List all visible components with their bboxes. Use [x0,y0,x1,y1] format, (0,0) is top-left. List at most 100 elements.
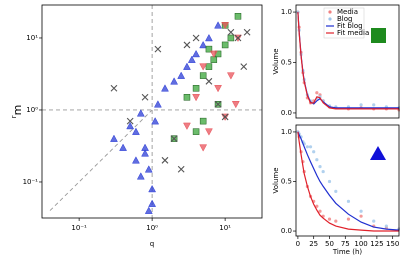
y-tick-label: 10¹ [26,34,38,42]
y-tick-label: 0.5 [281,59,292,67]
green-square-icon [371,28,386,43]
x-tick-label: 100 [354,240,367,248]
triangle-point [177,71,186,79]
y-axis-label: Volume [272,167,280,193]
fit-line [297,131,400,231]
x-point [234,34,242,42]
x-tick-label: 50 [325,240,334,248]
x-tick-label: 125 [370,240,383,248]
plot-area [296,130,400,232]
data-point [315,158,319,162]
axes-frame [41,4,263,219]
x-point [141,93,149,101]
down-triangle-point [221,22,230,30]
x-tick-label: 10¹ [219,224,231,232]
data-point [315,204,319,208]
square-point [192,128,200,135]
triangle-point [141,143,149,151]
data-point [334,189,338,194]
triangle-point [199,40,208,49]
y-tick-label: 10⁻¹ [23,178,39,186]
legend-label: Media [337,8,358,16]
x-point [126,117,134,125]
data-point [346,199,351,203]
data-point [359,214,363,218]
y-tick-label: 1.0 [281,128,292,136]
square-point [221,41,229,49]
data-point [305,145,309,149]
plot-area [296,10,400,112]
triangle-point [148,184,157,193]
triangle-point [187,55,196,63]
x-point [227,28,235,36]
x-point [243,28,251,36]
triangle-point [126,121,135,130]
x-point [214,100,222,108]
axes-frame [295,124,400,237]
square-point [234,13,242,20]
x-tick-label: 10⁻¹ [71,224,87,232]
triangle-point [205,33,213,42]
legend-label: Blog [337,15,352,23]
x-point [110,84,118,92]
x-point [221,113,229,121]
square-point [205,45,213,53]
data-point [372,103,376,107]
y-axis-label: Volume [272,48,280,74]
x-point [205,77,213,85]
data-point [312,150,316,154]
triangle-point [161,84,169,92]
data-point [321,169,325,174]
identity-line [49,109,153,211]
triangle-point [144,165,153,173]
y-tick-label: 0.0 [281,109,292,117]
square-point [192,85,200,92]
triangle-point [151,117,160,125]
square-point [205,63,213,70]
square-point [227,34,235,42]
data-point [327,217,332,221]
x-tick-label: 150 [386,240,399,248]
triangle-point [119,143,127,151]
down-triangle-point [199,144,208,152]
triangle-point [170,77,179,85]
data-point [359,103,363,107]
data-point [384,224,388,228]
data-point [334,219,338,223]
triangle-point [136,172,145,180]
legend-marker [328,10,332,14]
data-point [296,10,300,14]
data-point [318,209,322,213]
x-tick-label: 25 [309,240,318,248]
triangle-point [132,127,140,135]
down-triangle-point [199,63,208,71]
data-point [318,165,322,169]
triangle-point [136,109,145,117]
x-point [177,165,185,173]
down-triangle-point [214,85,222,93]
down-triangle-point [183,122,191,130]
x-axis-label: Time (h) [332,248,363,256]
y-tick-label: 1.0 [281,8,292,16]
x-point [240,63,248,71]
y-axis-label-sub: m [11,105,24,116]
square-point [199,72,207,79]
triangle-point [132,156,140,164]
triangle-point [141,149,149,157]
legend-marker [328,17,332,21]
square-point [183,94,191,101]
axes-frame [295,4,400,119]
x-tick-label: 10⁰ [146,224,158,232]
down-triangle-point [226,72,235,80]
triangle-point [192,49,200,58]
down-triangle-point [205,128,213,136]
data-point [359,209,363,213]
x-tick-label: 75 [341,240,350,248]
data-point [346,217,351,221]
triangle-point [144,206,153,214]
data-point [372,219,376,223]
down-triangle-point [192,94,200,102]
x-point [170,135,178,143]
data-point [315,91,319,95]
legend-label: Fit media [337,29,369,37]
